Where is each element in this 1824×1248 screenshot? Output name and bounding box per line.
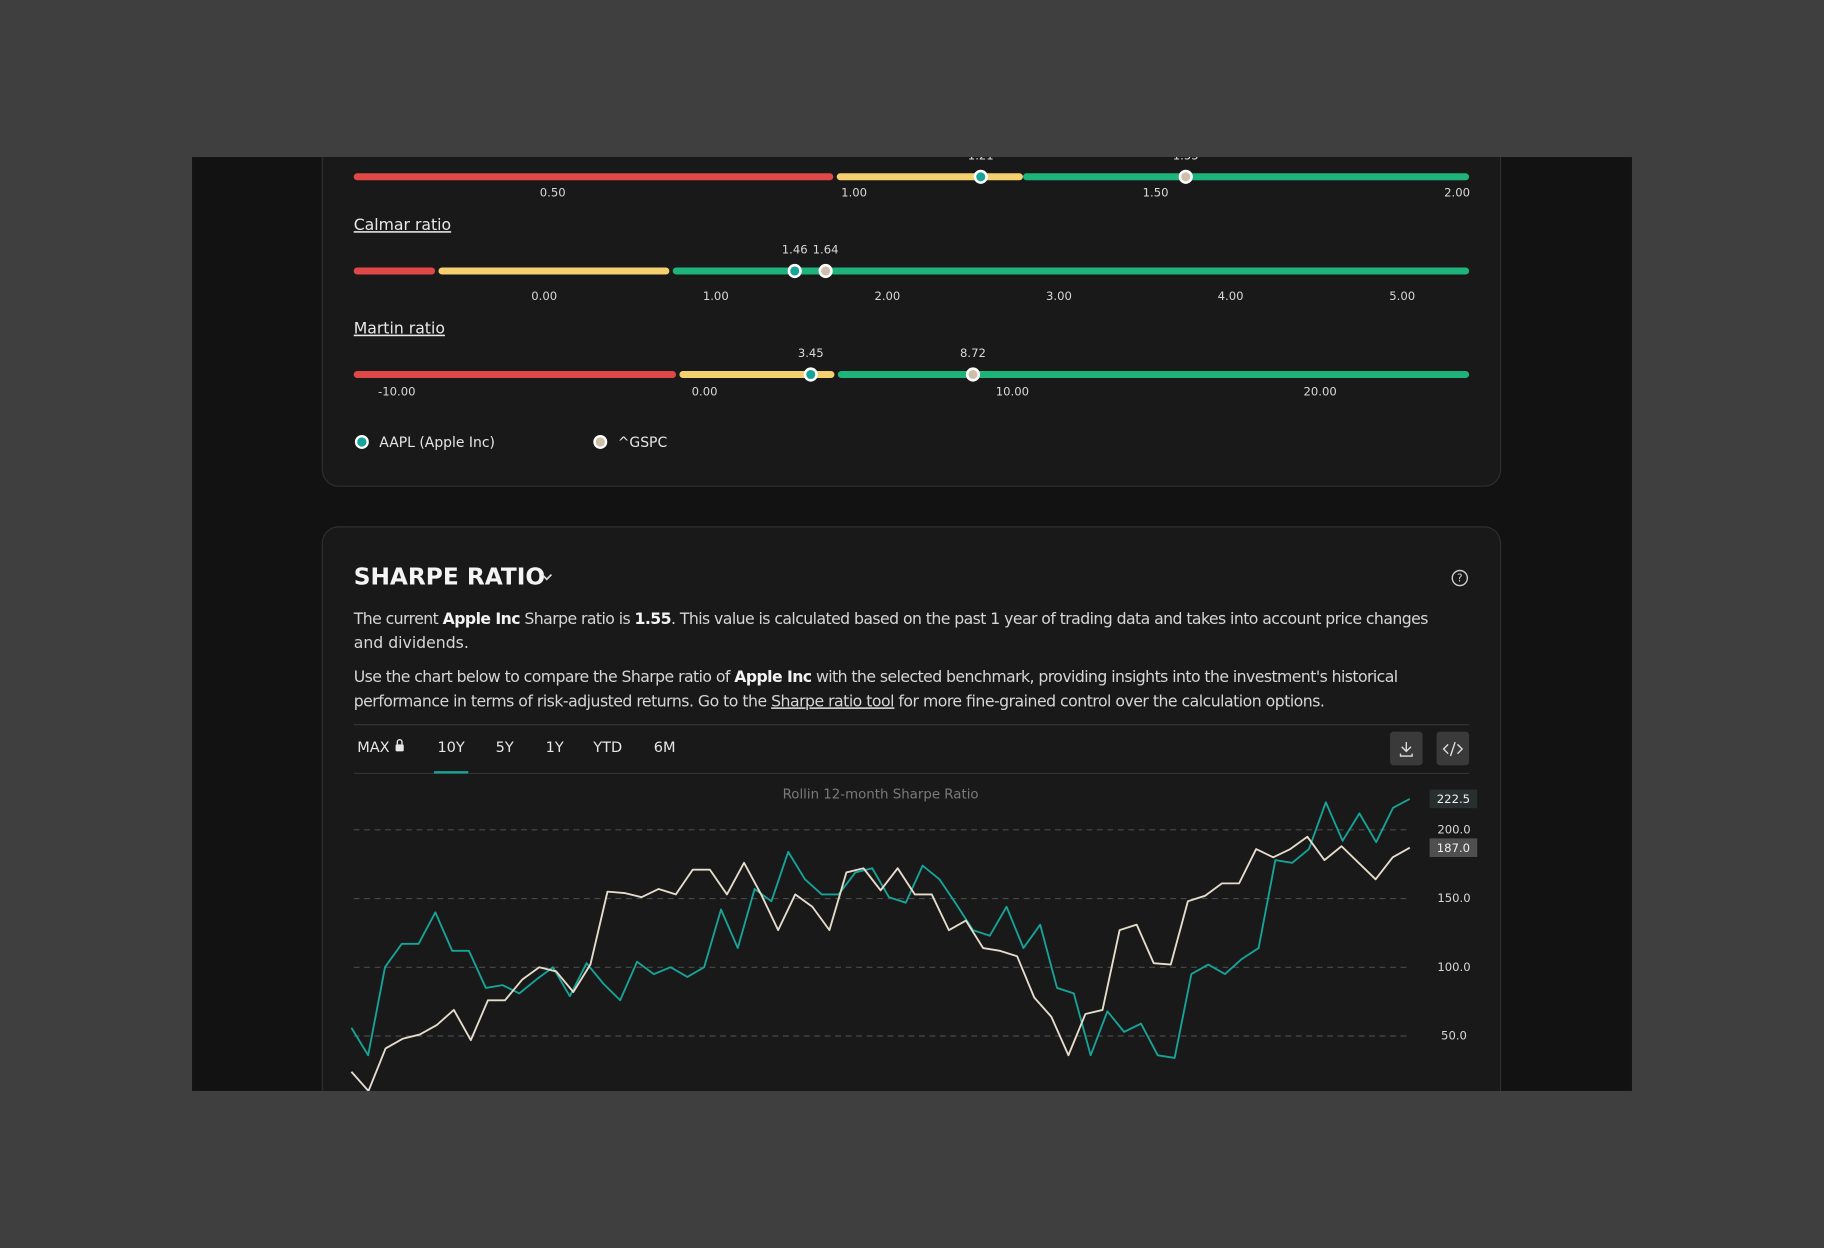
y-tick-label: 50.0: [1441, 1028, 1467, 1042]
gauge-tick-label: 2.00: [1444, 186, 1470, 200]
end-tag-label: 222.5: [1437, 792, 1470, 806]
legend-swatch: [354, 434, 369, 449]
gauges: Calmar ratio Martin ratio 0.50 1.00 1.50 2.…: [354, 148, 1470, 398]
tab[interactable]: 1Y: [546, 740, 564, 756]
gauge-marker: [965, 367, 981, 382]
y-tick-label: 150.0: [1437, 891, 1470, 905]
gauge-marker: [818, 263, 833, 279]
gauge-marker: [787, 263, 802, 279]
gauge-tick-label: -10.00: [378, 384, 415, 398]
legend: AAPL (Apple Inc) ^GSPC: [354, 434, 667, 451]
gauge-title[interactable]: Calmar ratio: [354, 215, 451, 234]
text: The current: [353, 608, 444, 627]
chevron[interactable]: [541, 573, 553, 581]
gauge-value-label: 1.46: [782, 243, 808, 257]
lock-icon: [395, 744, 404, 752]
gauge-tick-label: 5.00: [1389, 289, 1415, 303]
gauge-tick-label: 1.00: [841, 186, 867, 200]
tab[interactable]: MAX: [357, 740, 389, 756]
sharpe-card: [321, 526, 1502, 1091]
tabs: MAX 10Y 5Y 1Y YTD 6M: [357, 739, 676, 774]
gauge-value-label: 1.21: [968, 148, 994, 162]
text: performance in terms of risk-adjusted re…: [354, 691, 772, 710]
text: with the selected benchmark, providing i…: [812, 666, 1399, 685]
chart-title: Rollin 12-month Sharpe Ratio: [783, 787, 979, 802]
text: Apple Inc: [443, 608, 521, 627]
tab[interactable]: 5Y: [496, 740, 514, 756]
help-icon[interactable]: [1451, 569, 1469, 587]
lock-shackle: [396, 739, 403, 745]
gauge-marker: [973, 169, 988, 184]
end-tag: [1429, 789, 1478, 809]
legend-label: AAPL (Apple Inc): [379, 435, 495, 451]
gauge-value-label: 1.64: [813, 243, 839, 257]
text: . This value is calculated based on the …: [671, 608, 1428, 627]
text: Apple Inc: [734, 666, 812, 685]
y-tick-label: 100.0: [1437, 960, 1470, 974]
help-glyph: ?: [1457, 573, 1463, 585]
chart: 50.0 100.0 150.0 200.0 222.5 187.0: [350, 789, 1478, 1091]
tab[interactable]: 10Y: [437, 740, 464, 756]
tab[interactable]: YTD: [592, 740, 622, 756]
gauge-tick-label: 0.50: [540, 186, 566, 200]
download-icon: [1399, 742, 1413, 757]
gauge-tick-label: 4.00: [1218, 289, 1244, 303]
description-line: Use the chart below to compare the Sharp…: [354, 666, 1398, 685]
panel: Calmar ratio Martin ratio 0.50 1.00 1.50 2.…: [192, 148, 1632, 1091]
ratios-card: [321, 157, 1502, 487]
end-tag-label: 187.0: [1437, 841, 1470, 855]
gauge-tick-label: 2.00: [874, 289, 900, 303]
link[interactable]: Sharpe ratio tool: [771, 691, 894, 710]
legend-label: ^GSPC: [618, 435, 667, 451]
text: Use the chart below to compare the Sharp…: [354, 666, 735, 685]
gauge-tick-label: 0.00: [531, 289, 557, 303]
gauge-marker: [1178, 169, 1193, 184]
gauge-tick-label: 20.00: [1304, 384, 1337, 398]
gauge-marker: [803, 367, 818, 382]
intro-line: and dividends.: [354, 633, 469, 652]
gauge-tick-label: 0.00: [692, 384, 718, 398]
gauge-tick-label: 1.50: [1143, 186, 1169, 200]
series-line: [350, 835, 1411, 1091]
series-line: [350, 798, 1411, 1059]
intro-line: The current Apple Inc Sharpe ratio is 1.…: [353, 608, 1429, 627]
gauge-value-label: 1.55: [1173, 148, 1199, 162]
text: Sharpe ratio is: [520, 608, 635, 627]
text: for more fine-grained control over the c…: [894, 691, 1325, 710]
legend-swatch: [593, 434, 608, 449]
text: 1.55: [635, 608, 672, 627]
y-tick-label: 200.0: [1437, 822, 1470, 836]
text: and dividends.: [354, 633, 469, 652]
gauge-tick-label: 10.00: [996, 384, 1029, 398]
description-line: performance in terms of risk-adjusted re…: [354, 691, 1325, 710]
gauge-value-label: 3.45: [798, 346, 824, 360]
embed-icon: [1442, 741, 1464, 757]
tab[interactable]: 6M: [654, 740, 676, 756]
gauge-tick-label: 1.00: [703, 289, 729, 303]
gauge-tick-label: 3.00: [1046, 289, 1072, 303]
gauge-value-label: 8.72: [960, 346, 986, 360]
end-tag: [1429, 838, 1478, 857]
section-title: SHARPE RATIO: [354, 564, 545, 591]
gauge-title[interactable]: Martin ratio: [354, 319, 445, 338]
